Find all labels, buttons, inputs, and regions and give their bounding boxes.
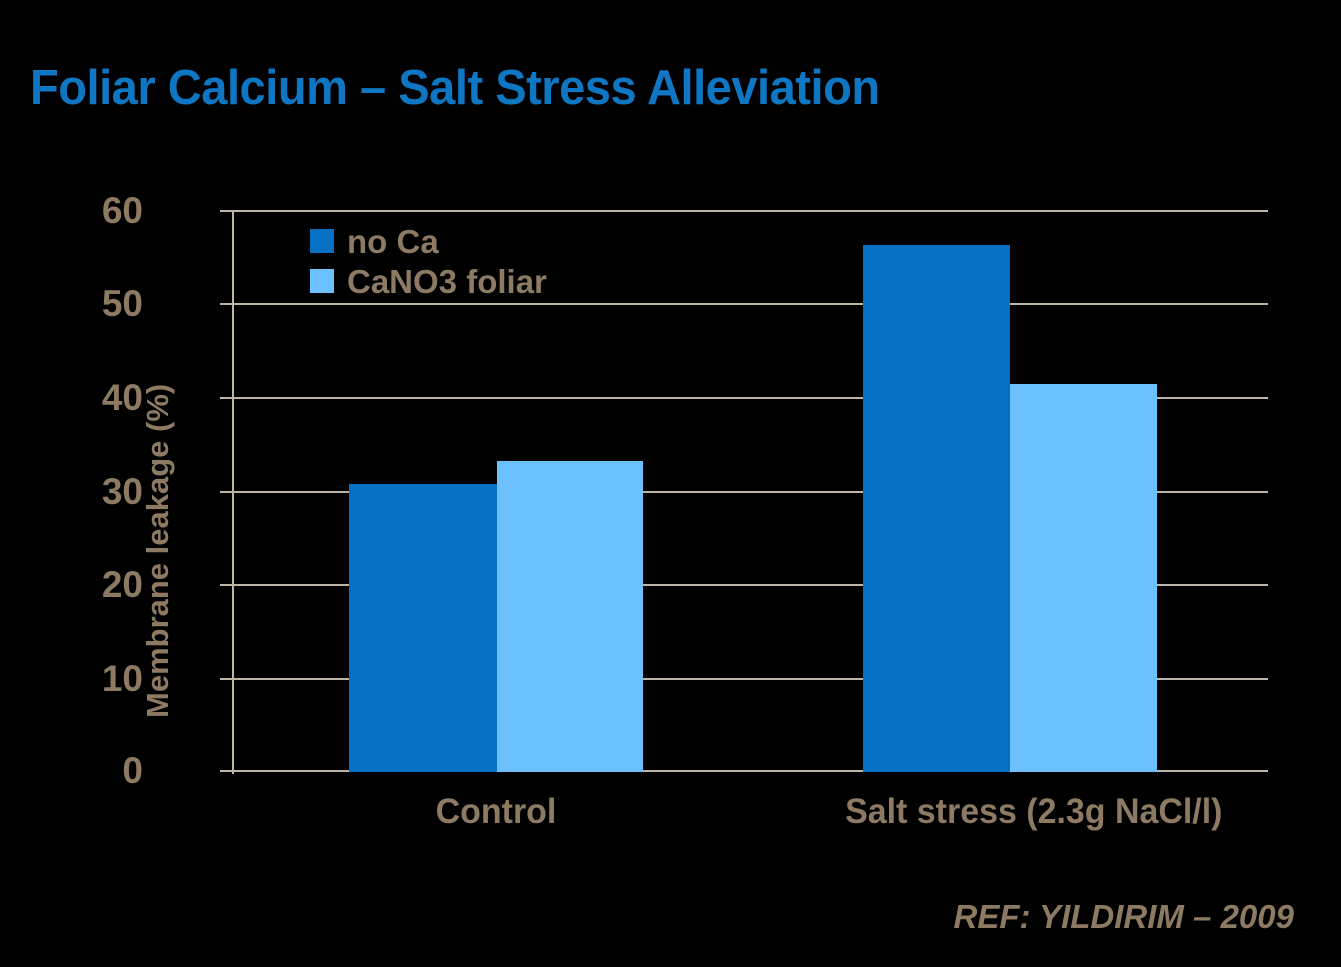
gridline-50 <box>232 303 1268 305</box>
legend-label-no-ca: no Ca <box>347 222 439 260</box>
gridline-60 <box>232 210 1268 212</box>
plot-area: 60 50 40 30 20 10 0 <box>102 192 1268 789</box>
bar-control-no-ca <box>349 484 497 772</box>
y-tick-label-20: 20 <box>101 564 143 605</box>
y-tick-label-60: 60 <box>101 190 143 231</box>
chart-legend: no Ca CaNO3 foliar <box>310 222 547 302</box>
x-tick-label-salt-stress: Salt stress (2.3g NaCl/l) <box>845 792 1223 831</box>
bar-salt-stress-cano3-foliar <box>1010 384 1157 772</box>
legend-item-no-ca: no Ca <box>310 222 547 260</box>
y-tick-mark-10 <box>220 678 232 680</box>
y-tick-mark-0 <box>220 770 232 772</box>
legend-swatch-icon-no-ca <box>310 229 334 253</box>
y-axis-title: Membrane leakage (%) <box>140 383 175 718</box>
legend-label-cano3-foliar: CaNO3 foliar <box>347 262 547 300</box>
y-tick-mark-40 <box>220 397 232 399</box>
y-tick-label-50: 50 <box>101 283 143 324</box>
gridline-0 <box>232 770 1268 772</box>
y-tick-label-10: 10 <box>101 658 143 699</box>
y-tick-mark-20 <box>220 584 232 586</box>
y-tick-label-40: 40 <box>101 377 143 418</box>
legend-swatch-icon-cano3-foliar <box>310 269 334 293</box>
legend-item-cano3-foliar: CaNO3 foliar <box>310 262 547 300</box>
bar-salt-stress-no-ca <box>863 245 1010 772</box>
y-tick-mark-30 <box>220 491 232 493</box>
page-title: Foliar Calcium – Salt Stress Alleviation <box>30 61 880 115</box>
x-tick-label-control: Control <box>435 792 557 831</box>
y-tick-label-30: 30 <box>101 471 143 512</box>
bar-control-cano3-foliar <box>497 461 643 772</box>
gridline-40 <box>232 397 1268 399</box>
y-tick-mark-50 <box>220 303 232 305</box>
y-tick-label-0: 0 <box>122 750 143 791</box>
gridline-30 <box>232 491 1268 493</box>
gridline-10 <box>232 678 1268 680</box>
gridline-20 <box>232 584 1268 586</box>
reference-citation: REF: YILDIRIM – 2009 <box>953 898 1295 935</box>
y-tick-mark-60 <box>220 210 232 212</box>
